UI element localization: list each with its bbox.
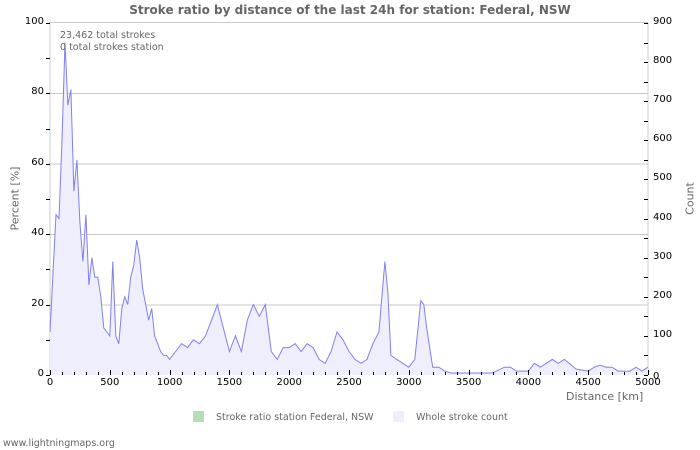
- y-right-tick-label: 0: [653, 371, 660, 382]
- x-tick-label: 3500: [455, 377, 482, 388]
- x-tick-label: 2000: [276, 377, 302, 388]
- x-tick-label: 4000: [515, 377, 542, 388]
- y-axis-right-label: Count: [683, 182, 697, 215]
- x-tick-label: 1500: [216, 377, 243, 388]
- axis-ticks: [46, 23, 649, 376]
- legend-label-whole-count: Whole stroke count: [416, 412, 508, 423]
- x-axis-label: Distance [km]: [566, 390, 644, 403]
- legend-swatch-whole-count: [393, 411, 404, 422]
- x-tick-label: 500: [100, 377, 120, 388]
- y-right-tick-label: 100: [653, 328, 673, 340]
- y-right-tick-label: 200: [653, 289, 673, 301]
- y-right-tick-label: 500: [653, 172, 673, 184]
- y-right-tick-label: 600: [653, 133, 673, 145]
- y-left-tick-label: 20: [31, 297, 44, 309]
- x-tick-label: 4500: [575, 377, 601, 388]
- grid-lines: [50, 93, 648, 306]
- y-left-tick-label: 40: [31, 227, 44, 239]
- x-tick-label: 1000: [156, 377, 183, 388]
- x-tick-label: 3000: [396, 377, 422, 388]
- y-left-tick-label: 0: [37, 368, 44, 379]
- y-right-tick-label: 900: [653, 16, 673, 27]
- legend-swatch-station-ratio: [193, 411, 204, 422]
- x-tick-label: 5000: [635, 377, 661, 388]
- footer-site-link[interactable]: www.lightningmaps.org: [3, 438, 115, 449]
- total-strokes-annotation: 23,462 total strokes: [60, 30, 156, 41]
- y-right-tick-label: 800: [653, 55, 673, 67]
- station-strokes-annotation: 0 total strokes station: [60, 42, 164, 53]
- whole-stroke-count-area: [49, 42, 649, 375]
- x-tick-label: 2500: [336, 377, 362, 388]
- x-tick-label: 0: [46, 377, 54, 388]
- y-left-tick-label: 100: [24, 16, 44, 27]
- y-right-tick-label: 700: [653, 94, 673, 106]
- y-right-tick-label: 400: [653, 211, 673, 223]
- chart-title: Stroke ratio by distance of the last 24h…: [129, 3, 571, 17]
- y-axis-left-label: Percent [%]: [8, 166, 22, 231]
- legend-label-station-ratio: Stroke ratio station Federal, NSW: [216, 412, 374, 423]
- y-left-tick-label: 80: [31, 86, 44, 98]
- y-left-tick-label: 60: [31, 156, 44, 168]
- y-right-tick-label: 300: [653, 250, 673, 262]
